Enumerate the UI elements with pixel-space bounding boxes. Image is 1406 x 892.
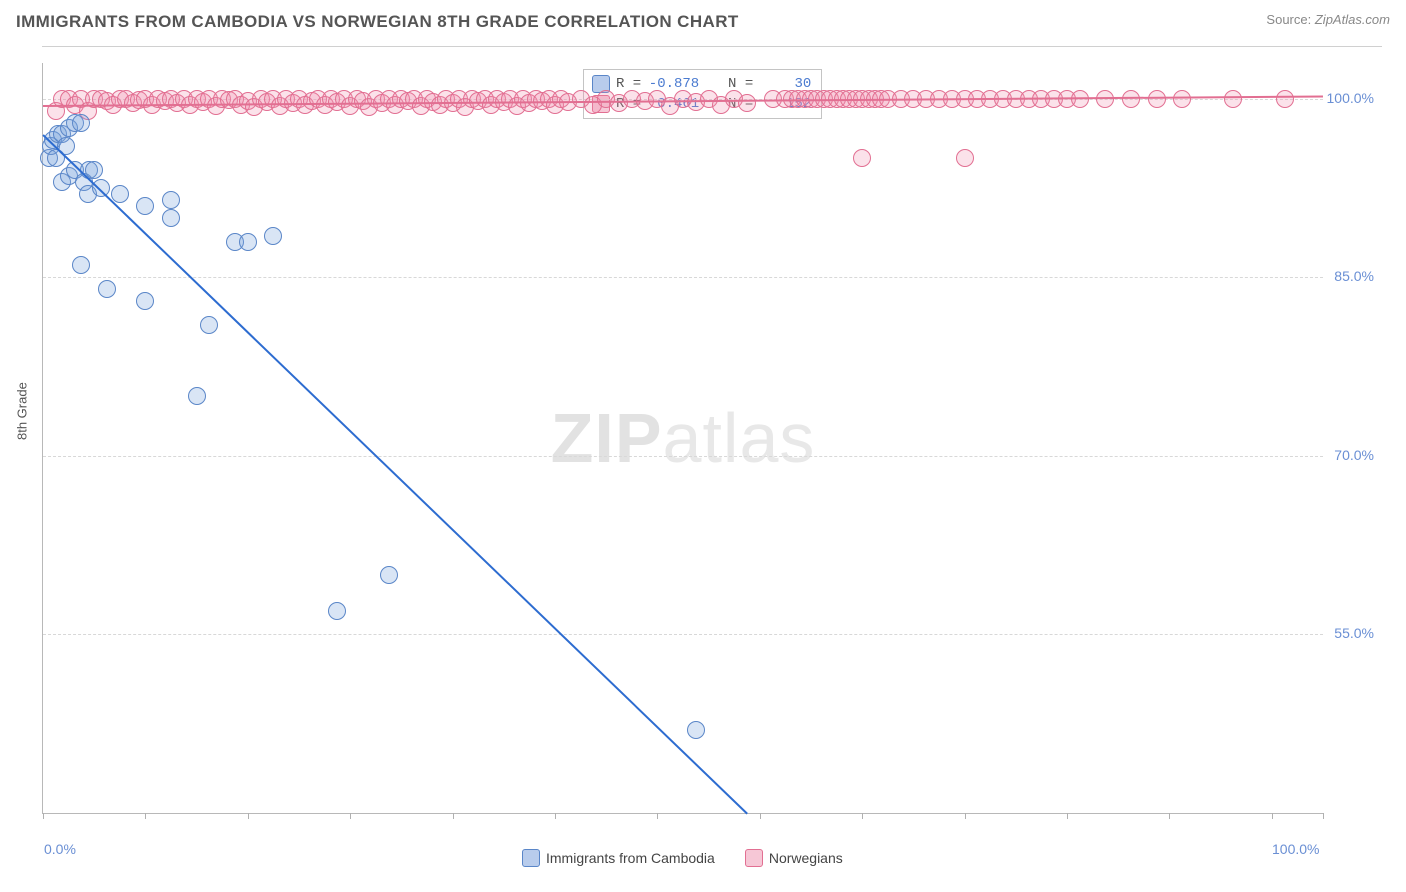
x-tick [965, 813, 966, 819]
series-legend: Immigrants from Cambodia Norwegians [522, 849, 843, 867]
data-point-pink [1071, 90, 1089, 108]
data-point-pink [1173, 90, 1191, 108]
gridline [43, 634, 1323, 635]
legend-label-blue: Immigrants from Cambodia [546, 850, 715, 866]
plot-area: ZIPatlas R = -0.878 N = 30 R = 0.461 N =… [42, 63, 1323, 814]
data-point-pink [1224, 90, 1242, 108]
data-point-blue [162, 191, 180, 209]
x-tick [657, 813, 658, 819]
data-point-blue [162, 209, 180, 227]
x-tick [862, 813, 863, 819]
data-point-blue [92, 179, 110, 197]
data-point-blue [200, 316, 218, 334]
y-tick-label: 70.0% [1334, 447, 1374, 463]
x-tick [1272, 813, 1273, 819]
chart-title: IMMIGRANTS FROM CAMBODIA VS NORWEGIAN 8T… [16, 12, 739, 31]
data-point-blue [85, 161, 103, 179]
data-point-blue [72, 114, 90, 132]
data-point-pink [1096, 90, 1114, 108]
x-tick [453, 813, 454, 819]
x-tick-label: 100.0% [1272, 841, 1319, 857]
data-point-blue [136, 197, 154, 215]
x-tick [1169, 813, 1170, 819]
legend-item-pink: Norwegians [745, 849, 843, 867]
x-tick [555, 813, 556, 819]
data-point-blue [136, 292, 154, 310]
data-point-pink [1276, 90, 1294, 108]
data-point-pink [1148, 90, 1166, 108]
data-point-blue [328, 602, 346, 620]
data-point-blue [188, 387, 206, 405]
y-axis-label: 8th Grade [15, 382, 30, 440]
legend-label-pink: Norwegians [769, 850, 843, 866]
data-point-blue [687, 721, 705, 739]
legend-item-blue: Immigrants from Cambodia [522, 849, 715, 867]
data-point-blue [111, 185, 129, 203]
swatch-pink [745, 849, 763, 867]
data-point-blue [98, 280, 116, 298]
x-tick [145, 813, 146, 819]
x-tick-label: 0.0% [44, 841, 76, 857]
x-tick [43, 813, 44, 819]
x-tick [248, 813, 249, 819]
data-point-pink [1122, 90, 1140, 108]
chart-container: ZIPatlas R = -0.878 N = 30 R = 0.461 N =… [42, 46, 1382, 837]
trendline-blue [42, 135, 748, 815]
data-point-blue [380, 566, 398, 584]
swatch-blue [522, 849, 540, 867]
gridline [43, 456, 1323, 457]
y-tick-label: 100.0% [1327, 90, 1374, 106]
x-tick [1323, 813, 1324, 819]
data-point-blue [57, 137, 75, 155]
x-tick [1067, 813, 1068, 819]
x-tick [350, 813, 351, 819]
y-tick-label: 85.0% [1334, 268, 1374, 284]
data-point-blue [264, 227, 282, 245]
gridline [43, 277, 1323, 278]
data-point-blue [72, 256, 90, 274]
watermark: ZIPatlas [551, 398, 816, 478]
x-tick [760, 813, 761, 819]
source-attribution: Source: ZipAtlas.com [1266, 12, 1390, 27]
y-tick-label: 55.0% [1334, 625, 1374, 641]
data-point-pink [956, 149, 974, 167]
data-point-blue [239, 233, 257, 251]
data-point-pink [853, 149, 871, 167]
